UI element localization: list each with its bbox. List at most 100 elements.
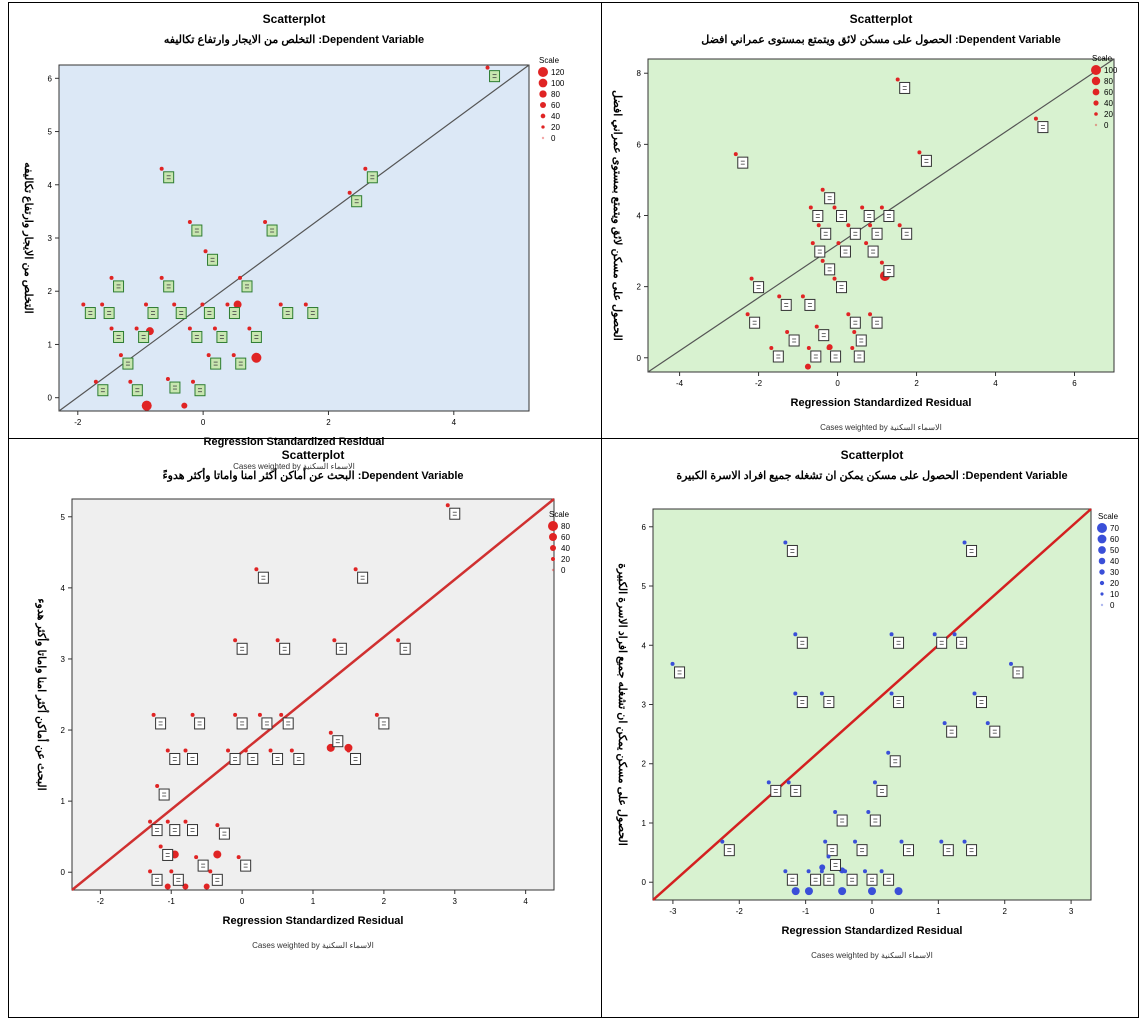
chart-1-point-label-box: [163, 171, 175, 184]
chart-3-point-label-box: [169, 824, 181, 837]
chart-1-point-label-box: [169, 381, 181, 394]
chart-2-point-label-box: [836, 281, 848, 294]
chart-1-point-marker: [278, 302, 283, 307]
chart-4-y-tick-label: 5: [642, 582, 647, 591]
chart-2-x-tick-label: -2: [755, 379, 763, 388]
chart-4-point-marker: [670, 661, 675, 666]
chart-3-point-label-box: [261, 717, 273, 730]
chart-4-point-marker: [786, 780, 791, 785]
chart-3-point-label-box: [236, 717, 248, 730]
chart-4-point-marker: [942, 721, 947, 726]
chart-3-subtitle: البحث عن أماكن أكثر امنا واماتا وأكثر هد…: [162, 468, 463, 482]
chart-1-weight-dot: [181, 402, 188, 409]
chart-1-point-label-box: [103, 307, 115, 320]
chart-3-x-tick-label: 3: [453, 897, 458, 906]
chart-3-point-marker: [233, 638, 238, 643]
chart-2-point-marker: [816, 223, 821, 228]
chart-2-point-label-box: [737, 156, 749, 169]
chart-1-x-tick-label: 0: [201, 418, 206, 427]
chart-1-x-axis-label: Regression Standardized Residual: [204, 436, 385, 448]
chart-1-y-tick-label: 1: [48, 340, 53, 349]
chart-1-legend-label: 40: [551, 112, 560, 121]
chart-3-legend-label: 0: [561, 566, 566, 575]
chart-1-point-marker: [263, 220, 268, 225]
chart-3-x-tick-label: -1: [168, 897, 176, 906]
chart-1-point-marker: [109, 326, 114, 331]
chart-4-point-marker: [932, 632, 937, 637]
chart-1-point-marker: [191, 379, 195, 384]
chart-2-point-label-box: [871, 316, 883, 329]
chart-1-title: Scatterplot: [263, 12, 326, 26]
chart-4-point-marker: [866, 810, 871, 815]
chart-3-point-label-box: [197, 859, 209, 872]
chart-3-y-tick-label: 4: [61, 584, 66, 593]
chart-1-point-label-box: [489, 70, 501, 83]
chart-1-weight-dot: [233, 300, 242, 309]
chart-2-legend-marker: [1091, 65, 1101, 75]
chart-1-point-label-box: [351, 195, 363, 208]
chart-2-point-marker: [832, 276, 837, 281]
chart-3-point-label-box: [162, 848, 174, 861]
chart-4-point-marker: [806, 869, 811, 874]
chart-3-point-marker: [328, 730, 333, 735]
chart-3-point-label-box: [293, 752, 305, 765]
chart-2-point-label-box: [824, 192, 836, 205]
chart-4-weight-dot: [894, 887, 903, 896]
chart-1-x-tick-label: 4: [452, 418, 457, 427]
chart-3-point-label-box: [218, 827, 230, 840]
chart-4-point-marker: [889, 691, 894, 696]
chart-2-point-marker: [860, 205, 865, 210]
chart-3-point-marker: [155, 784, 160, 789]
chart-1-legend-label: 120: [551, 68, 565, 77]
chart-3-weight-dot: [164, 883, 171, 890]
chart-3-point-marker: [236, 855, 241, 860]
chart-4-y-tick-label: 0: [642, 878, 647, 887]
chart-3-legend-marker: [548, 521, 558, 531]
chart-1-y-tick-label: 4: [48, 181, 53, 190]
chart-4-x-tick-label: 2: [1003, 907, 1008, 916]
chart-3-point-marker: [243, 748, 248, 753]
chart-3-point-marker: [190, 712, 195, 717]
chart-3-point-marker: [183, 748, 188, 753]
chart-1-point-marker: [485, 65, 490, 70]
chart-4-y-tick-label: 1: [642, 819, 647, 828]
chart-4-legend-label: 30: [1110, 568, 1119, 577]
chart-4-point-label-box: [976, 696, 987, 709]
chart-3-point-marker: [275, 638, 280, 643]
chart-3-point-label-box: [187, 824, 198, 837]
chart-4-point-label-box: [1012, 666, 1024, 679]
chart-3-point-label-box: [357, 571, 369, 584]
chart-4-point-label-box: [786, 873, 798, 886]
frame-divider-horizontal: [8, 438, 1139, 439]
chart-3-point-marker: [353, 567, 358, 572]
chart-4-title: Scatterplot: [841, 448, 904, 462]
chart-1-y-tick-label: 3: [48, 234, 53, 243]
chart-2-legend-title: Scale: [1092, 54, 1113, 63]
chart-2-point-marker: [800, 294, 805, 299]
chart-1-point-label-box: [163, 280, 175, 293]
chart-2-point-label-box: [871, 227, 883, 240]
chart-4-point-marker: [972, 691, 977, 696]
chart-4-point-marker: [793, 632, 798, 637]
chart-4-point-label-box: [989, 725, 1001, 738]
chart-4-point-marker: [1009, 661, 1013, 666]
chart-4-point-marker: [783, 869, 788, 874]
chart-3-x-tick-label: 2: [382, 897, 387, 906]
chart-3-point-marker: [268, 748, 273, 753]
chart-2-point-marker: [808, 205, 813, 210]
chart-1-legend-label: 100: [551, 79, 565, 88]
chart-1-legend-label: 0: [551, 134, 556, 143]
chart-3-point-label-box: [332, 735, 344, 748]
chart-2-point-marker: [846, 223, 851, 228]
chart-4-point-label-box: [942, 844, 954, 857]
chart-1-point-marker: [172, 302, 177, 307]
chart-2-y-axis-label: الحصول على مسكن لائق ويتمتع بمستوى عمران…: [610, 90, 623, 341]
chart-2-legend-label: 60: [1104, 88, 1113, 97]
chart-4-point-label-box: [866, 873, 878, 886]
chart-4-weight-dot: [819, 864, 826, 871]
chart-1-legend-label: 60: [551, 101, 560, 110]
chart-2-point-label-box: [780, 298, 792, 311]
chart-1-point-label-box: [175, 307, 187, 320]
chart-2-point-label-box: [814, 245, 826, 258]
chart-1-point-marker: [212, 326, 217, 331]
